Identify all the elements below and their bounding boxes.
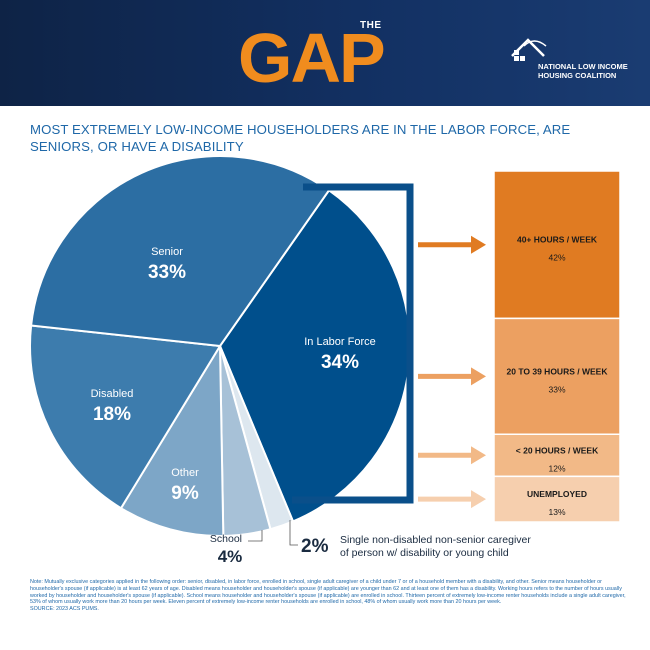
bar-label-20-to-39-hours-week: 20 TO 39 HOURS / WEEK bbox=[507, 366, 609, 376]
pie-label-senior: Senior bbox=[151, 246, 183, 258]
org-name-line1: NATIONAL LOW INCOME bbox=[538, 62, 628, 71]
pie-chart bbox=[29, 155, 411, 537]
chart-headline: MOST EXTREMELY LOW-INCOME HOUSEHOLDERS A… bbox=[30, 122, 571, 154]
org-name-line2: HOUSING COALITION bbox=[538, 71, 617, 80]
arrow--20-hours-week bbox=[418, 446, 486, 465]
header-banner: GAP THE NATIONAL LOW INCOME HOUSING COAL… bbox=[0, 0, 650, 106]
pie-label-disabled: Disabled bbox=[91, 388, 134, 400]
bar-value-40-hours-week: 42% bbox=[548, 253, 565, 263]
bar-segment-20-to-39-hours-week bbox=[493, 317, 621, 436]
pie-labels: In Labor Force 34% Other 9% Disabled 18% Senio… bbox=[91, 246, 376, 504]
school-label: School bbox=[210, 533, 242, 545]
bar-value--20-hours-week: 12% bbox=[548, 463, 565, 473]
school-value: 4% bbox=[218, 547, 243, 566]
bar-segment-40-hours-week bbox=[493, 170, 621, 320]
pie-value-disabled: 18% bbox=[93, 404, 131, 425]
bar-segment--20-hours-week bbox=[493, 433, 621, 478]
bar-label-40-hours-week: 40+ HOURS / WEEK bbox=[517, 235, 598, 245]
pie-slice-disabled bbox=[29, 324, 222, 510]
arrows bbox=[418, 235, 486, 509]
caregiver-leader-line bbox=[289, 520, 298, 546]
pie-slice-other bbox=[119, 342, 225, 537]
gap-logo: GAP bbox=[238, 19, 386, 97]
footnote-source: SOURCE: 2023 ACS PUMS. bbox=[30, 606, 99, 613]
labor-force-bracket bbox=[292, 183, 414, 504]
stacked-bar bbox=[493, 170, 621, 523]
pie-value-other: 9% bbox=[171, 483, 199, 504]
pie-label-in-labor-force: In Labor Force bbox=[304, 336, 376, 348]
footnote-text: Note: Mutually exclusive categories appl… bbox=[30, 579, 626, 606]
pie-slice-senior bbox=[30, 155, 331, 348]
bar-label--20-hours-week: < 20 HOURS / WEEK bbox=[516, 445, 599, 455]
nlihc-logo: NATIONAL LOW INCOME HOUSING COALITION bbox=[510, 36, 635, 80]
arrow-20-to-39-hours-week bbox=[418, 367, 486, 386]
bar-value-unemployed: 13% bbox=[548, 507, 565, 517]
caregiver-value-label: 2% bbox=[301, 536, 329, 557]
bar-labels: 40+ HOURS / WEEK 42% 20 TO 39 HOURS / WEEK… bbox=[507, 235, 609, 517]
arrow-40-hours-week bbox=[418, 235, 486, 254]
bar-label-unemployed: UNEMPLOYED bbox=[527, 489, 587, 499]
caregiver-label-line1: Single non-disabled non-senior caregiver bbox=[340, 534, 531, 546]
pie-label-other: Other bbox=[171, 467, 199, 479]
bar-segment-unemployed bbox=[493, 475, 621, 523]
house-icon bbox=[511, 38, 547, 61]
gap-logo-the: THE bbox=[360, 20, 382, 31]
footnote: Note: Mutually exclusive categories appl… bbox=[30, 579, 630, 613]
bar-value-20-to-39-hours-week: 33% bbox=[548, 384, 565, 394]
pie-value-in-labor-force: 34% bbox=[321, 352, 359, 373]
school-leader-line bbox=[248, 530, 263, 542]
caregiver-label-line2: of person w/ disability or young child bbox=[340, 547, 509, 559]
arrow-unemployed bbox=[418, 490, 486, 509]
pie-value-senior: 33% bbox=[148, 262, 186, 283]
